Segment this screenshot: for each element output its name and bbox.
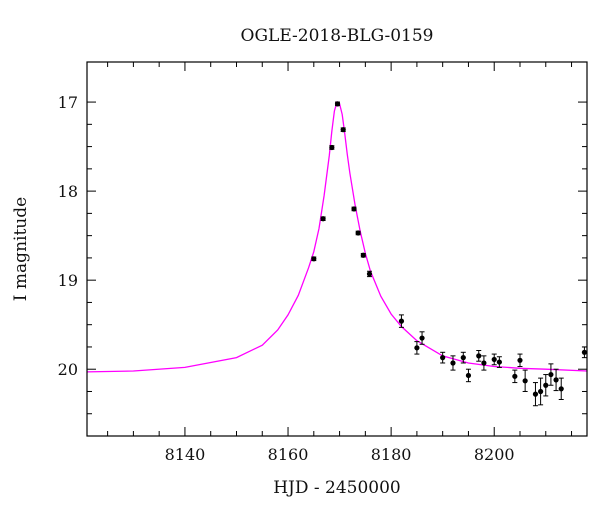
- y-tick-label: 19: [58, 271, 78, 290]
- y-tick-label: 18: [58, 182, 78, 201]
- data-point: [450, 360, 456, 366]
- x-tick-label: 8140: [165, 445, 206, 464]
- x-tick-label: 8200: [474, 445, 515, 464]
- data-point: [414, 345, 420, 351]
- data-point: [398, 318, 405, 324]
- y-tick-labels: 17 18 19 20: [58, 93, 78, 379]
- data-point: [334, 101, 341, 107]
- data-point: [366, 271, 373, 277]
- model-curve: [86, 101, 588, 373]
- data-point: [496, 359, 502, 365]
- data-point: [340, 127, 346, 133]
- x-axis-label: HJD - 2450000: [273, 478, 401, 498]
- axis-ticks: [87, 62, 587, 437]
- y-axis-label: I magnitude: [11, 197, 31, 301]
- data-point: [522, 378, 528, 384]
- data-point: [581, 349, 588, 355]
- plot-frame: [86, 61, 588, 437]
- data-point: [440, 355, 446, 361]
- data-point: [548, 371, 554, 378]
- chart-title: OGLE-2018-BLG-0159: [241, 26, 434, 46]
- x-tick-label: 8160: [268, 445, 309, 464]
- data-point: [512, 373, 518, 379]
- data-point: [481, 360, 487, 366]
- data-point: [553, 377, 559, 383]
- data-points-layer: [311, 101, 588, 407]
- data-point: [491, 356, 497, 363]
- data-point: [351, 206, 357, 212]
- data-point: [320, 216, 326, 222]
- model-curve-layer: [86, 101, 588, 373]
- y-tick-label: 20: [58, 360, 78, 379]
- data-point: [419, 335, 425, 341]
- data-point: [460, 355, 466, 361]
- data-point: [355, 230, 361, 236]
- x-tick-labels: 8140 8160 8180 8200: [165, 445, 515, 464]
- data-point: [476, 353, 482, 359]
- data-point: [311, 256, 317, 262]
- y-tick-label: 17: [58, 93, 78, 112]
- data-point: [543, 382, 549, 388]
- data-point: [465, 372, 472, 379]
- data-point: [532, 391, 539, 397]
- x-tick-label: 8180: [371, 445, 412, 464]
- data-point: [517, 357, 523, 363]
- data-point: [558, 386, 564, 392]
- data-point: [360, 252, 366, 258]
- data-point: [329, 144, 335, 151]
- data-point: [538, 388, 544, 395]
